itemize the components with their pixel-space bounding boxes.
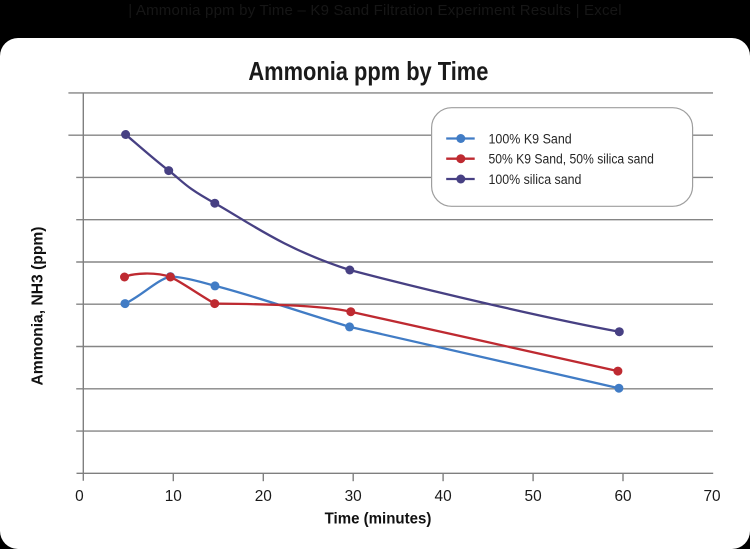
svg-text:70: 70: [703, 488, 720, 505]
svg-text:Ammonia ppm by Time: Ammonia ppm by Time: [248, 56, 488, 86]
svg-text:20: 20: [255, 488, 272, 505]
svg-text:60: 60: [614, 488, 631, 505]
svg-text:10: 10: [165, 488, 182, 505]
svg-text:30: 30: [345, 488, 362, 505]
svg-text:Time (minutes): Time (minutes): [325, 510, 432, 527]
svg-text:50% K9 Sand, 50% silica sand: 50% K9 Sand, 50% silica sand: [489, 152, 654, 168]
svg-text:0: 0: [75, 488, 84, 505]
svg-text:50: 50: [525, 488, 542, 505]
svg-text:100% K9 Sand: 100% K9 Sand: [489, 131, 572, 147]
svg-text:100% silica sand: 100% silica sand: [489, 172, 582, 188]
svg-text:40: 40: [435, 488, 452, 505]
svg-text:Ammonia, NH3 (ppm): Ammonia, NH3 (ppm): [29, 227, 46, 386]
